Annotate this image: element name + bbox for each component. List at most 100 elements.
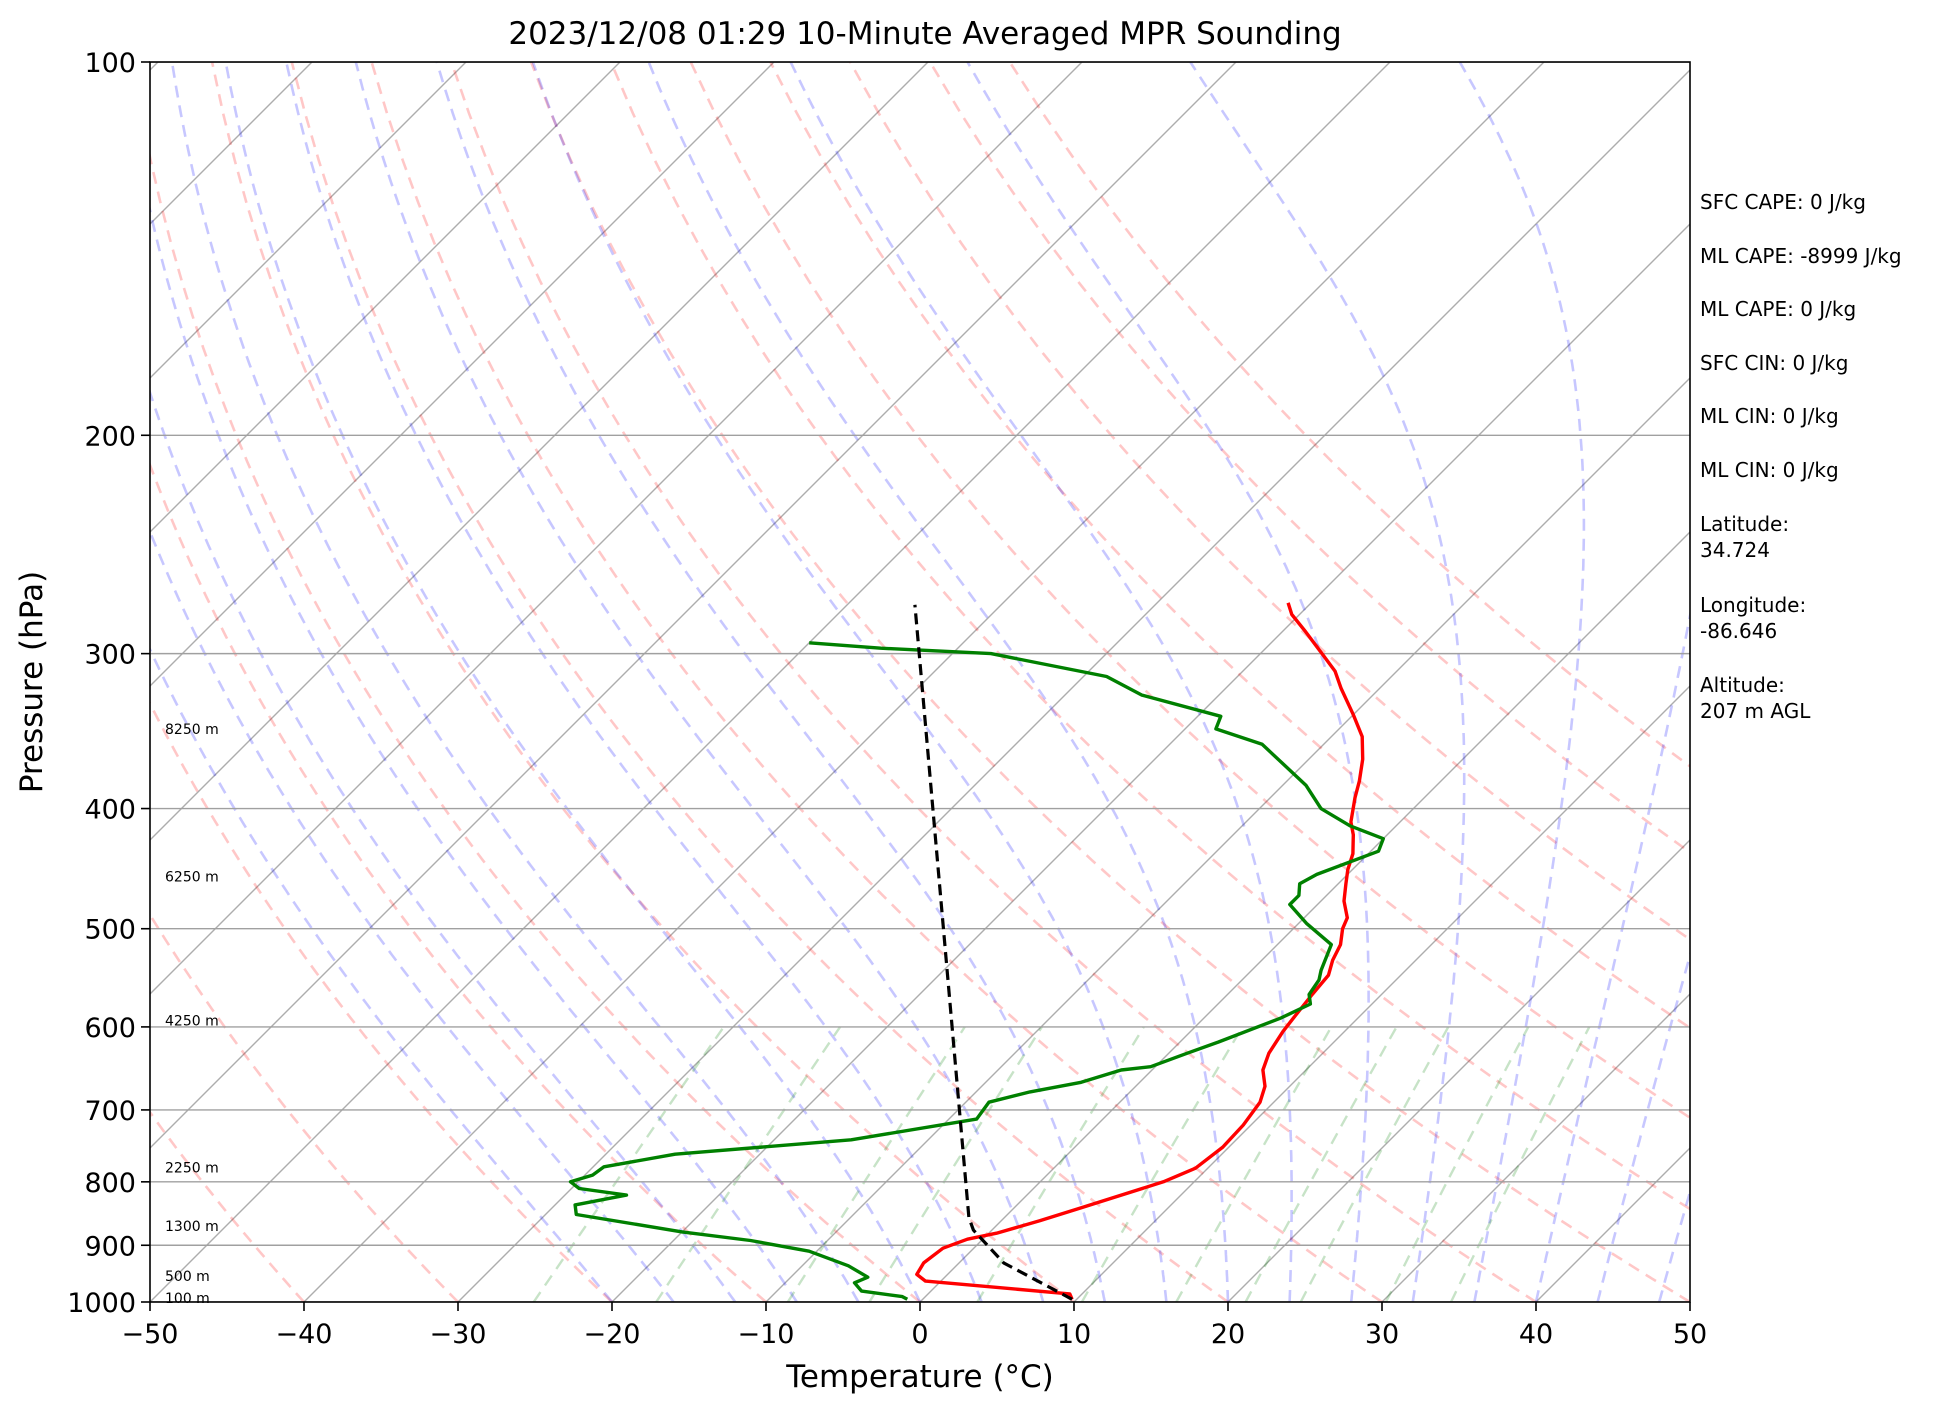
isotherm-line — [150, 62, 621, 533]
y-tick-label: 700 — [84, 1096, 136, 1127]
dry-adiabat-line — [150, 700, 613, 1302]
moist-adiabat-line — [1458, 62, 1586, 1302]
mixing-ratio-line — [1244, 1026, 1398, 1302]
stats-line: Latitude: — [1700, 512, 1789, 536]
moist-adiabat-line — [435, 62, 1107, 1302]
y-tick-label: 600 — [84, 1013, 136, 1044]
moist-adiabat-line — [789, 62, 1293, 1302]
isotherm-line — [1381, 993, 1690, 1302]
mixing-ratio-line — [1080, 1026, 1244, 1302]
dry-adiabat-line — [370, 62, 1383, 1302]
x-tick-label: 40 — [1519, 1319, 1553, 1350]
isotherm-line — [303, 62, 1545, 1302]
moist-adiabat-line — [1534, 609, 1690, 1302]
stats-line: SFC CIN: 0 J/kg — [1700, 351, 1848, 375]
isotherm-line — [457, 69, 1690, 1302]
mixing-ratio-line — [1299, 1026, 1450, 1302]
x-tick-label: −20 — [584, 1319, 641, 1350]
height-label: 6250 m — [165, 870, 219, 886]
x-tick-label: 50 — [1673, 1319, 1707, 1350]
isotherm-line — [765, 377, 1690, 1302]
x-tick-label: 20 — [1211, 1319, 1245, 1350]
moist-adiabat-line — [966, 62, 1370, 1302]
y-tick-label: 1000 — [67, 1288, 136, 1319]
x-axis-title: Temperature (°C) — [785, 1359, 1054, 1395]
stats-line: ML CAPE: 0 J/kg — [1700, 297, 1856, 321]
dry-adiabat-line — [210, 62, 1075, 1302]
dry-adiabat-line — [290, 62, 1229, 1302]
dry-adiabat-line — [150, 461, 767, 1302]
isotherm-line — [1073, 685, 1690, 1302]
y-tick-label: 300 — [84, 640, 136, 671]
isotherm-line — [0, 62, 4, 1302]
stats-panel: SFC CAPE: 0 J/kg ML CAPE: -8999 J/kg ML CA… — [1700, 190, 1902, 723]
isotherm-line — [150, 62, 1391, 1302]
x-tick-label: −50 — [122, 1319, 179, 1350]
dry-adiabat-line — [689, 62, 1690, 1120]
moist-adiabat-line — [354, 62, 1045, 1302]
y-axis-title: Pressure (hPa) — [14, 571, 50, 793]
plot-background — [150, 62, 1690, 1302]
isotherm-line — [1227, 839, 1690, 1302]
dewpoint-profile-line — [568, 641, 1385, 1301]
dry-adiabat-line — [529, 62, 1690, 1302]
mixing-ratio-line — [1175, 1026, 1333, 1302]
stats-line: -86.646 — [1700, 619, 1777, 643]
moist-adiabat-line — [1189, 62, 1466, 1302]
y-tick-label: 200 — [84, 421, 136, 452]
background-lines — [0, 62, 1690, 1302]
height-label: 1300 m — [165, 1219, 219, 1235]
x-tick-label: 0 — [911, 1319, 928, 1350]
stats-line: Longitude: — [1700, 593, 1806, 617]
y-axis-ticks: 1000 900 800 700 600 500 400 300 200 100 — [67, 48, 150, 1319]
height-label: 2250 m — [165, 1161, 219, 1177]
moist-adiabat-line — [150, 388, 737, 1302]
temperature-profile-line — [915, 602, 1365, 1300]
stats-line: ML CAPE: -8999 J/kg — [1700, 244, 1902, 268]
dry-adiabat-line — [609, 62, 1690, 1211]
dry-adiabat-line — [769, 62, 1690, 1030]
mixing-ratio-line — [1384, 1026, 1530, 1302]
chart-title: 2023/12/08 01:29 10-Minute Averaged MPR … — [508, 16, 1341, 52]
isotherm-line — [150, 62, 775, 687]
isotherm-line — [150, 62, 467, 379]
mixing-ratio-line — [1449, 1026, 1591, 1302]
x-tick-label: −10 — [738, 1319, 795, 1350]
isotherm-line — [150, 62, 929, 841]
x-tick-label: −40 — [276, 1319, 333, 1350]
height-label: 4250 m — [165, 1014, 219, 1030]
y-tick-label: 100 — [84, 48, 136, 79]
height-labels: 8250 m 6250 m 4250 m 2250 m 1300 m 500 m 100 m — [165, 722, 219, 1307]
moist-adiabat-line — [224, 62, 922, 1302]
isotherm-line — [150, 62, 1237, 1149]
stats-line: Altitude: — [1700, 673, 1785, 697]
height-label: 100 m — [165, 1291, 210, 1307]
moist-adiabat-line — [1657, 1187, 1690, 1302]
y-tick-label: 400 — [84, 795, 136, 826]
pressure-gridlines — [150, 62, 1690, 1302]
isotherm-line — [150, 62, 1083, 995]
moist-adiabat-line — [531, 62, 1168, 1302]
height-label: 500 m — [165, 1269, 210, 1285]
isotherm-line — [919, 531, 1690, 1302]
moist-adiabat-line — [1596, 950, 1690, 1302]
stats-line: ML CIN: 0 J/kg — [1700, 458, 1839, 482]
x-tick-label: −30 — [430, 1319, 487, 1350]
parcel-profile-line — [913, 604, 1073, 1301]
height-label: 8250 m — [165, 722, 219, 738]
moist-adiabat-line — [285, 62, 983, 1302]
stats-line: 34.724 — [1700, 538, 1770, 562]
x-tick-label: 30 — [1365, 1319, 1399, 1350]
isotherm-line — [611, 223, 1690, 1302]
x-axis-ticks: −50 −40 −30 −20 −10 0 10 20 30 40 50 — [122, 1302, 1707, 1350]
moist-adiabat-line — [150, 528, 675, 1302]
moist-adiabat-line — [170, 62, 860, 1302]
dry-adiabat-line — [150, 912, 459, 1302]
y-tick-label: 900 — [84, 1231, 136, 1262]
dry-adiabat-line — [450, 62, 1537, 1302]
moist-adiabat-line — [647, 62, 1230, 1302]
stats-line: ML CIN: 0 J/kg — [1700, 404, 1839, 428]
y-tick-label: 500 — [84, 915, 136, 946]
